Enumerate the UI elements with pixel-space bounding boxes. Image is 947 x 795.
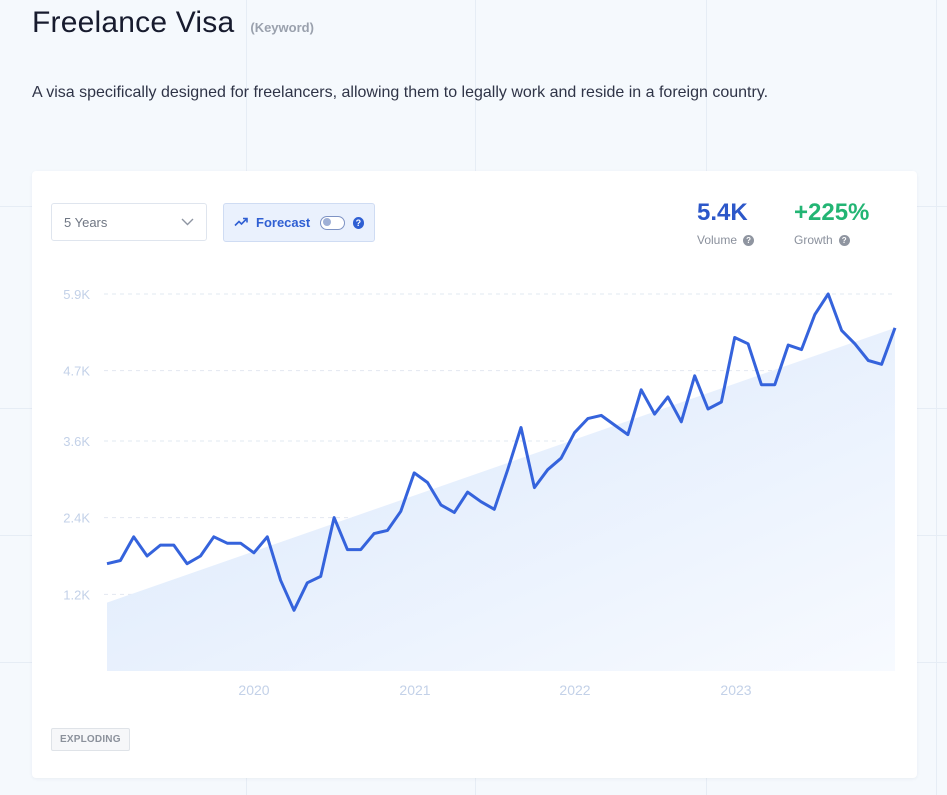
growth-value: +225% xyxy=(794,199,870,226)
description: A visa specifically designed for freelan… xyxy=(32,84,769,101)
volume-help-icon[interactable]: ? xyxy=(743,234,755,246)
help-icon[interactable]: ? xyxy=(352,216,364,229)
page-title: Freelance Visa xyxy=(32,6,235,39)
trend-area xyxy=(107,327,895,671)
trend-card: 5 Years Forecast ? 5.4K Volume? +225% Gr… xyxy=(32,171,917,778)
volume-label: Volume xyxy=(697,233,738,247)
volume-line xyxy=(106,292,897,612)
y-tick-label: 3.6K xyxy=(63,434,90,449)
growth-metric: +225% Growth? xyxy=(794,199,869,247)
volume-value: 5.4K xyxy=(697,199,748,226)
forecast-label: Forecast xyxy=(256,215,311,230)
x-tick-label: 2021 xyxy=(399,682,430,698)
y-tick-label: 4.7K xyxy=(63,364,90,379)
title-row: Freelance Visa (Keyword) xyxy=(32,6,314,40)
y-tick-label: 1.2K xyxy=(63,587,90,602)
time-range-value: 5 Years xyxy=(64,214,108,230)
growth-help-icon[interactable]: ? xyxy=(838,234,850,246)
time-range-select[interactable]: 5 Years xyxy=(51,203,207,241)
volume-metric: 5.4K Volume? xyxy=(697,199,755,247)
trend-chart: 1.2K 2.4K 3.6K 4.7K 5.9K 2020 2021 2022 2023 xyxy=(63,287,897,698)
exploding-badge: EXPLODING xyxy=(51,728,130,751)
chevron-down-icon xyxy=(181,218,194,226)
y-tick-label: 2.4K xyxy=(63,511,90,526)
y-tick-label: 5.9K xyxy=(63,287,90,302)
forecast-toggle[interactable] xyxy=(320,215,345,230)
keyword-tag: (Keyword) xyxy=(250,20,314,35)
trending-up-icon xyxy=(234,215,248,230)
forecast-button[interactable]: Forecast ? xyxy=(223,203,375,242)
growth-label: Growth xyxy=(794,233,833,247)
x-tick-label: 2022 xyxy=(559,682,590,698)
x-tick-label: 2023 xyxy=(720,682,751,698)
toggle-knob xyxy=(323,218,332,226)
x-tick-label: 2020 xyxy=(238,682,269,698)
